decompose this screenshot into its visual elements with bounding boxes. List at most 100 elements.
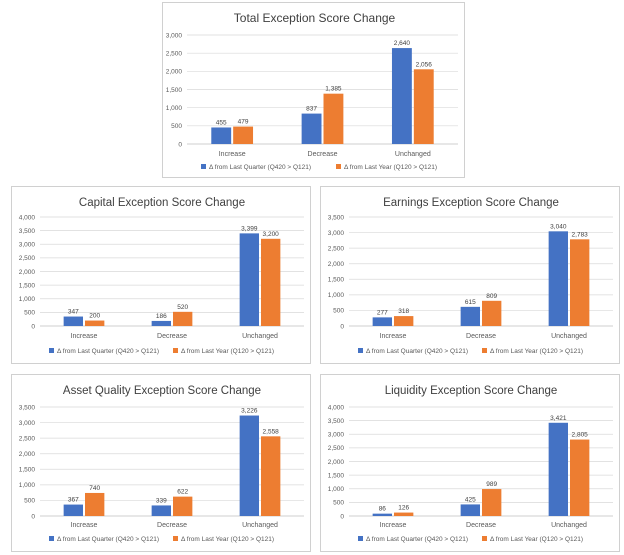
y-tick-label: 2,000 — [328, 459, 345, 466]
y-tick-label: 500 — [333, 308, 344, 315]
category-label-increase: Increase — [71, 522, 98, 529]
category-label-unchanged: Unchanged — [551, 522, 587, 529]
data-label: 837 — [306, 106, 317, 113]
chart-title: Capital Exception Score Change — [79, 197, 245, 209]
data-label: 2,805 — [572, 432, 589, 439]
data-label: 479 — [238, 119, 249, 126]
y-tick-label: 3,500 — [328, 418, 345, 425]
category-label-decrease: Decrease — [466, 522, 496, 529]
legend-swatch-series-2 — [482, 348, 487, 353]
y-tick-label: 1,500 — [19, 467, 36, 474]
y-tick-label: 2,000 — [166, 69, 183, 76]
y-tick-label: 3,500 — [19, 404, 36, 411]
bar-decrease-series-2 — [323, 93, 344, 144]
bar-unchanged-series-2 — [261, 238, 281, 326]
y-tick-label: 3,000 — [19, 242, 36, 249]
legend-label-series-1: Δ from Last Quarter (Q420 > Q121) — [57, 348, 159, 355]
bar-unchanged-series-2 — [261, 436, 281, 516]
y-tick-label: 3,000 — [328, 230, 345, 237]
data-label: 520 — [177, 304, 188, 311]
category-label-increase: Increase — [380, 522, 407, 529]
legend-swatch-series-2 — [173, 536, 178, 541]
legend-swatch-series-2 — [336, 164, 341, 169]
bar-decrease-series-2 — [173, 311, 193, 326]
y-tick-label: 1,500 — [19, 282, 36, 289]
y-tick-label: 4,000 — [19, 214, 36, 221]
y-tick-label: 1,000 — [328, 486, 345, 493]
bar-unchanged-series-1 — [548, 231, 568, 326]
y-tick-label: 2,500 — [328, 245, 345, 252]
category-label-decrease: Decrease — [157, 522, 187, 529]
category-label-increase: Increase — [380, 333, 407, 340]
chart-title: Liquidity Exception Score Change — [385, 385, 558, 397]
bar-increase-series-1 — [63, 316, 83, 326]
data-label: 126 — [398, 505, 409, 512]
data-label: 2,783 — [572, 231, 589, 238]
y-tick-label: 0 — [178, 141, 182, 148]
chart-svg: Asset Quality Exception Score Change 0 500… — [19, 385, 304, 543]
y-tick-label: 2,000 — [19, 451, 36, 458]
category-label-increase: Increase — [71, 333, 98, 340]
bar-decrease-series-1 — [301, 113, 322, 144]
data-label: 1,385 — [325, 86, 342, 93]
legend-swatch-series-2 — [482, 536, 487, 541]
bar-decrease-series-1 — [151, 320, 171, 326]
bar-unchanged-series-1 — [239, 233, 259, 326]
category-label-unchanged: Unchanged — [551, 333, 587, 340]
y-tick-label: 1,500 — [166, 87, 183, 94]
y-tick-label: 4,000 — [328, 404, 345, 411]
capital-exception-chart: Capital Exception Score Change 0 500 1,000 1… — [11, 186, 311, 364]
legend-swatch-series-1 — [358, 536, 363, 541]
data-label: 86 — [379, 506, 387, 513]
bar-decrease-series-1 — [460, 306, 480, 326]
legend-label-series-1: Δ from Last Quarter (Q420 > Q121) — [366, 348, 468, 355]
bar-increase-series-1 — [372, 513, 392, 516]
data-label: 367 — [68, 497, 79, 504]
y-tick-label: 3,000 — [19, 420, 36, 427]
y-tick-label: 1,500 — [328, 277, 345, 284]
bar-increase-series-2 — [394, 512, 414, 516]
y-tick-label: 2,500 — [19, 435, 36, 442]
data-label: 347 — [68, 309, 79, 316]
chart-svg: Earnings Exception Score Change 0 500 1,000… — [328, 197, 613, 355]
data-label: 186 — [156, 313, 167, 320]
bar-increase-series-2 — [85, 320, 105, 326]
legend-label-series-1: Δ from Last Quarter (Q420 > Q121) — [209, 164, 311, 171]
chart-title: Earnings Exception Score Change — [383, 197, 559, 209]
data-label: 318 — [398, 308, 409, 315]
bar-unchanged-series-2 — [570, 439, 590, 516]
category-label-unchanged: Unchanged — [395, 151, 431, 158]
y-tick-label: 2,500 — [328, 445, 345, 452]
y-tick-label: 1,000 — [328, 292, 345, 299]
asset-quality-exception-chart: Asset Quality Exception Score Change 0 500… — [11, 374, 311, 552]
legend-label-series-1: Δ from Last Quarter (Q420 > Q121) — [57, 536, 159, 543]
bar-decrease-series-2 — [482, 300, 502, 326]
legend-label-series-2: Δ from Last Year (Q120 > Q121) — [344, 164, 437, 171]
y-tick-label: 1,000 — [19, 296, 36, 303]
data-label: 989 — [486, 481, 497, 488]
y-tick-label: 3,500 — [19, 228, 36, 235]
legend-swatch-series-1 — [49, 536, 54, 541]
data-label: 455 — [216, 119, 227, 126]
bar-unchanged-series-1 — [548, 422, 568, 516]
earnings-exception-chart: Earnings Exception Score Change 0 500 1,000… — [320, 186, 620, 364]
data-label: 425 — [465, 496, 476, 503]
y-tick-label: 0 — [31, 513, 35, 520]
y-tick-label: 2,500 — [166, 50, 183, 57]
legend-label-series-1: Δ from Last Quarter (Q420 > Q121) — [366, 536, 468, 543]
category-label-unchanged: Unchanged — [242, 522, 278, 529]
legend-label-series-2: Δ from Last Year (Q120 > Q121) — [490, 348, 583, 355]
legend-swatch-series-1 — [201, 164, 206, 169]
chart-title: Asset Quality Exception Score Change — [63, 385, 261, 397]
data-label: 2,640 — [394, 40, 411, 47]
category-label-decrease: Decrease — [466, 333, 496, 340]
legend-label-series-2: Δ from Last Year (Q120 > Q121) — [181, 536, 274, 543]
data-label: 3,399 — [241, 225, 258, 232]
y-tick-label: 1,000 — [19, 482, 36, 489]
category-label-increase: Increase — [219, 151, 246, 158]
data-label: 740 — [89, 485, 100, 492]
data-label: 615 — [465, 299, 476, 306]
data-label: 622 — [177, 489, 188, 496]
legend-swatch-series-1 — [358, 348, 363, 353]
y-tick-label: 500 — [24, 310, 35, 317]
